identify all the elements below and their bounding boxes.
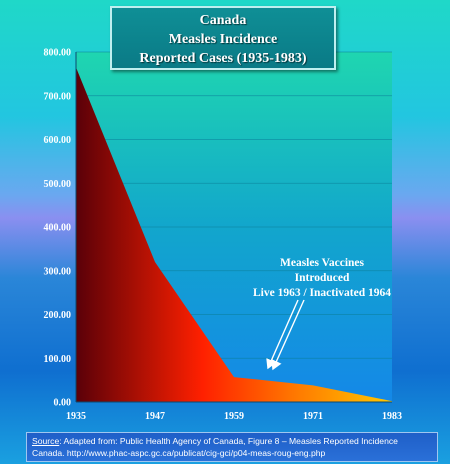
annotation-arrow bbox=[266, 299, 299, 370]
y-tick-label: 0.00 bbox=[54, 398, 72, 409]
y-tick-label: 800.00 bbox=[44, 48, 72, 59]
x-tick-label: 1971 bbox=[303, 411, 323, 422]
x-tick-label: 1947 bbox=[145, 411, 165, 422]
title-line-3: Reported Cases (1935-1983) bbox=[139, 51, 307, 66]
x-tick-label: 1935 bbox=[66, 411, 86, 422]
series-area bbox=[76, 67, 392, 402]
y-tick-label: 300.00 bbox=[44, 266, 72, 277]
y-tick-label: 200.00 bbox=[44, 310, 72, 321]
y-tick-label: 100.00 bbox=[44, 354, 72, 365]
x-tick-label: 1959 bbox=[224, 411, 244, 422]
annotation-line: Live 1963 / Inactivated 1964 bbox=[253, 287, 391, 299]
annotation-line: Measles Vaccines bbox=[280, 257, 365, 269]
source-caption: Source: Adapted from: Public Health Agen… bbox=[26, 432, 438, 462]
chart-title-box: Canada Measles Incidence Reported Cases … bbox=[110, 6, 336, 70]
y-tick-label: 700.00 bbox=[44, 91, 72, 102]
y-tick-label: 400.00 bbox=[44, 223, 72, 234]
y-tick-label: 500.00 bbox=[44, 179, 72, 190]
title-line-2: Measles Incidence bbox=[168, 32, 278, 47]
source-text: : Adapted from: Public Health Agency of … bbox=[32, 436, 398, 458]
title-line-1: Canada bbox=[199, 13, 247, 28]
source-label: Source bbox=[32, 436, 60, 446]
annotation-line: Introduced bbox=[295, 272, 350, 284]
y-tick-label: 600.00 bbox=[44, 135, 72, 146]
annotation-arrow bbox=[271, 299, 305, 371]
x-tick-label: 1983 bbox=[382, 411, 402, 422]
